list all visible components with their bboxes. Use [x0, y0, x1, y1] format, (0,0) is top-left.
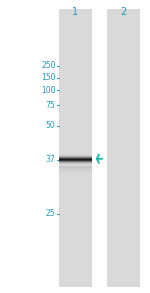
- Text: 1: 1: [72, 7, 78, 17]
- Text: 50: 50: [46, 122, 56, 130]
- Text: 2: 2: [120, 7, 126, 17]
- Bar: [106, 9, 140, 287]
- Text: 25: 25: [46, 209, 56, 218]
- Text: 150: 150: [41, 73, 56, 82]
- Bar: [58, 168, 92, 169]
- Bar: [58, 9, 92, 287]
- Bar: [58, 167, 92, 168]
- Text: 100: 100: [41, 86, 56, 95]
- Text: 37: 37: [46, 155, 56, 164]
- Bar: [58, 170, 92, 171]
- Bar: [58, 166, 92, 167]
- Bar: [58, 171, 92, 172]
- Bar: [58, 172, 92, 173]
- Text: 250: 250: [41, 62, 56, 70]
- Bar: [58, 169, 92, 170]
- Text: 75: 75: [46, 101, 56, 110]
